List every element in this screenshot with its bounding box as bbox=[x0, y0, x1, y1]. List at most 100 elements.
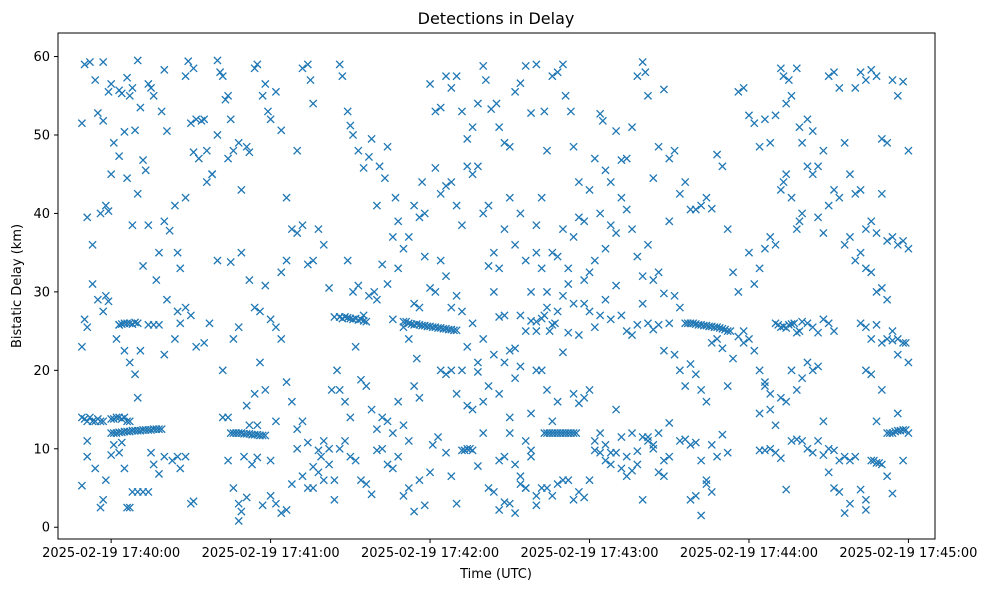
data-point bbox=[798, 317, 807, 326]
data-point bbox=[776, 64, 785, 73]
y-tick-label: 20 bbox=[33, 364, 50, 379]
data-point bbox=[277, 509, 286, 518]
data-point bbox=[617, 156, 626, 165]
data-point bbox=[787, 91, 796, 100]
data-point bbox=[627, 429, 637, 438]
data-point bbox=[612, 127, 621, 136]
data-point bbox=[787, 436, 796, 445]
data-point bbox=[872, 228, 881, 238]
data-point bbox=[505, 193, 514, 202]
data-point bbox=[702, 193, 711, 202]
data-point bbox=[665, 217, 674, 226]
y-tick-label: 30 bbox=[33, 285, 50, 300]
data-point bbox=[776, 185, 785, 194]
data-point bbox=[452, 326, 461, 335]
x-tick-label: 2025-02-19 17:40:00 bbox=[42, 546, 180, 561]
data-point bbox=[877, 189, 886, 198]
data-point bbox=[861, 225, 870, 234]
data-point bbox=[221, 95, 230, 104]
data-point bbox=[606, 221, 615, 230]
data-point bbox=[489, 287, 498, 296]
data-point bbox=[348, 130, 358, 140]
data-point bbox=[835, 456, 844, 465]
data-point bbox=[569, 429, 578, 438]
data-point bbox=[697, 456, 706, 465]
data-point bbox=[234, 516, 243, 526]
data-point bbox=[659, 289, 668, 298]
data-point bbox=[298, 64, 307, 73]
data-point bbox=[298, 221, 307, 230]
data-point bbox=[277, 126, 286, 135]
data-point bbox=[176, 319, 185, 328]
data-point bbox=[351, 342, 360, 351]
data-point bbox=[548, 417, 557, 426]
plot-border bbox=[57, 32, 936, 540]
data-point bbox=[596, 429, 605, 438]
y-tick-label: 10 bbox=[33, 442, 50, 457]
data-point bbox=[77, 481, 86, 490]
data-point bbox=[138, 261, 148, 271]
data-point bbox=[654, 268, 663, 277]
data-point bbox=[394, 264, 403, 273]
data-point bbox=[266, 491, 275, 500]
data-point bbox=[734, 332, 743, 341]
data-point bbox=[426, 283, 435, 293]
data-point bbox=[351, 456, 360, 465]
data-point bbox=[776, 454, 785, 463]
data-point bbox=[131, 370, 140, 379]
data-point bbox=[88, 417, 97, 426]
data-point bbox=[168, 456, 177, 465]
data-point bbox=[120, 464, 129, 473]
data-point bbox=[500, 225, 509, 234]
data-point bbox=[872, 320, 881, 329]
data-point bbox=[441, 370, 451, 379]
data-point bbox=[516, 480, 525, 489]
data-point bbox=[845, 170, 855, 179]
data-point bbox=[532, 327, 541, 336]
data-point bbox=[553, 68, 562, 77]
data-point bbox=[819, 315, 828, 324]
data-point bbox=[109, 138, 118, 147]
data-point bbox=[128, 221, 137, 230]
data-point bbox=[526, 287, 536, 296]
data-point bbox=[261, 79, 270, 89]
data-point bbox=[96, 209, 105, 218]
data-point bbox=[755, 409, 764, 418]
data-point bbox=[457, 446, 467, 455]
data-point bbox=[436, 256, 445, 265]
y-tick-label: 60 bbox=[33, 50, 50, 65]
data-point bbox=[585, 307, 594, 316]
data-point bbox=[96, 503, 105, 512]
data-point bbox=[250, 389, 259, 398]
data-point bbox=[91, 76, 100, 85]
data-point bbox=[293, 146, 302, 155]
data-point bbox=[760, 115, 769, 124]
data-point bbox=[473, 358, 482, 367]
data-point bbox=[85, 413, 94, 422]
data-point bbox=[250, 64, 259, 73]
data-point bbox=[596, 209, 605, 218]
data-point bbox=[359, 316, 368, 325]
data-point bbox=[835, 193, 844, 202]
data-point bbox=[115, 152, 124, 161]
data-point bbox=[277, 334, 286, 344]
data-point bbox=[739, 338, 748, 347]
data-point bbox=[123, 417, 132, 426]
data-point bbox=[354, 146, 363, 155]
data-point bbox=[170, 334, 179, 344]
data-point bbox=[686, 359, 695, 369]
data-point bbox=[633, 320, 642, 329]
data-point bbox=[410, 507, 419, 516]
data-point bbox=[271, 499, 280, 508]
data-point bbox=[861, 505, 870, 515]
data-point bbox=[867, 217, 876, 226]
data-point bbox=[888, 489, 897, 498]
data-point bbox=[109, 440, 118, 449]
data-point bbox=[548, 491, 557, 500]
data-point bbox=[362, 317, 371, 326]
data-point bbox=[378, 413, 387, 422]
data-point bbox=[338, 72, 347, 81]
data-point bbox=[638, 299, 647, 308]
data-point bbox=[713, 334, 722, 344]
data-point bbox=[237, 507, 246, 516]
